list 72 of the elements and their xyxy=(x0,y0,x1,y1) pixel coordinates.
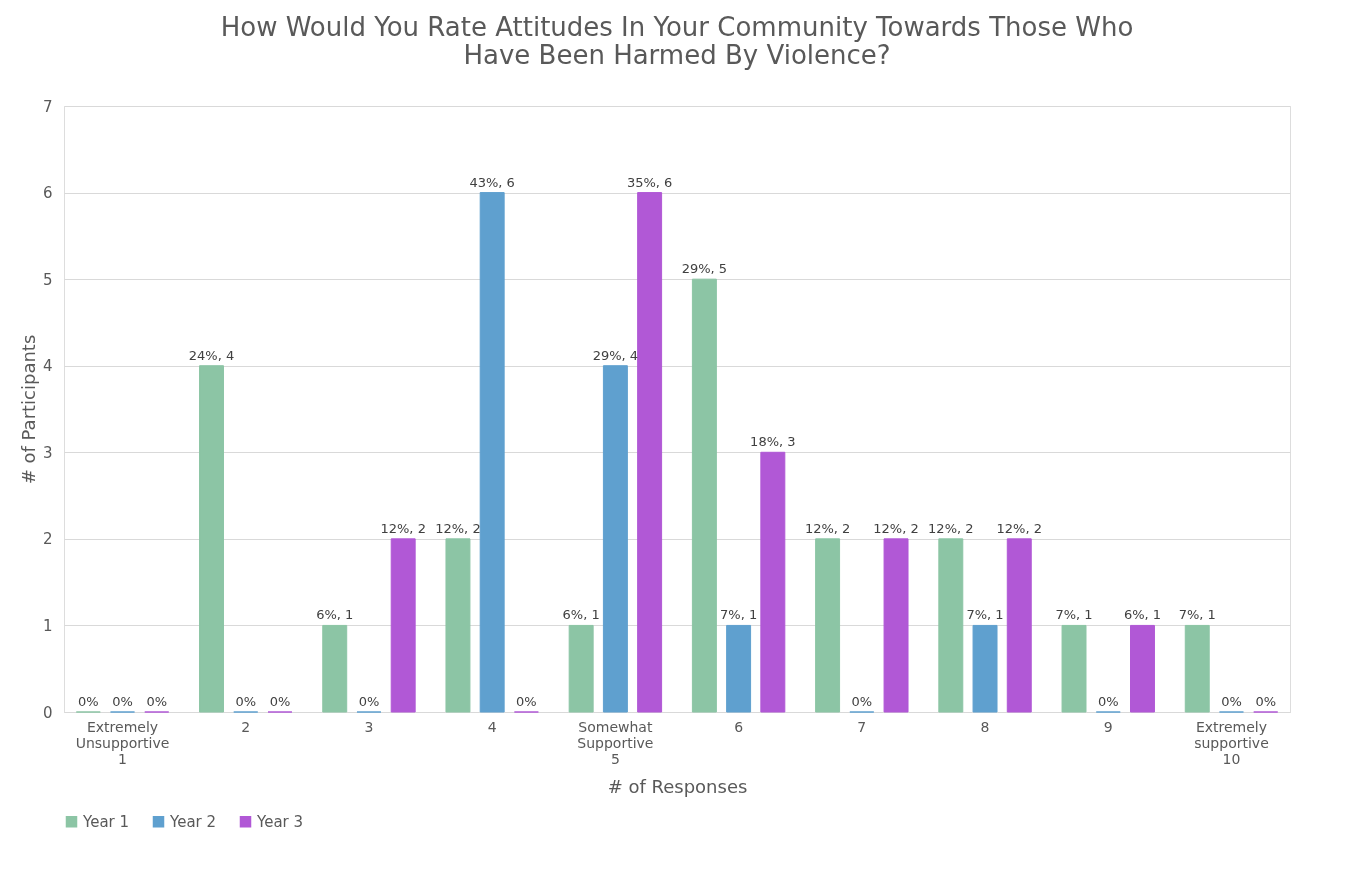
y-axis-title: # of Participants xyxy=(17,334,39,485)
data-label: 0% xyxy=(235,694,257,709)
x-tick-label: 7 xyxy=(857,718,867,735)
data-label: 7%, 1 xyxy=(1055,607,1093,623)
data-label: 35%, 6 xyxy=(626,174,673,190)
y-tick-label: 7 xyxy=(42,97,53,116)
bar xyxy=(445,538,471,713)
bar xyxy=(1061,624,1087,713)
bar xyxy=(390,538,416,713)
bar xyxy=(760,451,786,713)
y-tick-label: 3 xyxy=(42,443,53,462)
data-label: 0% xyxy=(269,694,291,709)
data-label: 12%, 2 xyxy=(996,520,1042,536)
bar xyxy=(883,538,909,713)
y-tick-label: 0 xyxy=(42,703,53,722)
bar xyxy=(1184,624,1210,713)
x-tick-label: Extremely Unsupportive 1 xyxy=(75,718,170,767)
y-tick-label: 2 xyxy=(42,530,53,549)
data-label: 0% xyxy=(77,694,99,709)
data-label: 12%, 2 xyxy=(873,520,919,536)
y-tick-label: 4 xyxy=(42,357,53,376)
bar xyxy=(972,624,998,713)
bar xyxy=(602,365,628,713)
x-tick-label: 4 xyxy=(487,718,497,735)
data-label: 0% xyxy=(1221,694,1242,709)
data-label: 29%, 5 xyxy=(681,261,728,277)
bar xyxy=(691,278,717,713)
x-tick-label: Somewhat Supportive 5 xyxy=(577,718,654,767)
data-label: 7%, 1 xyxy=(1178,607,1216,623)
y-tick-label: 1 xyxy=(42,616,53,635)
data-label: 7%, 1 xyxy=(720,607,758,623)
data-label: 0% xyxy=(1255,694,1277,709)
data-label: 0% xyxy=(146,694,168,709)
data-label: 0% xyxy=(112,694,133,709)
data-label: 12%, 2 xyxy=(928,520,974,536)
data-label: 6%, 1 xyxy=(562,607,600,623)
bar xyxy=(568,624,594,713)
legend-label: Year 3 xyxy=(256,812,304,831)
bar xyxy=(815,538,841,713)
data-label: 0% xyxy=(358,694,380,709)
data-label: 0% xyxy=(1097,694,1119,709)
data-label: 12%, 2 xyxy=(435,520,481,536)
x-tick-label: 2 xyxy=(241,718,251,735)
bar xyxy=(322,624,348,713)
x-tick-label: 6 xyxy=(734,718,744,735)
y-tick-label: 5 xyxy=(42,270,53,289)
data-label: 18%, 3 xyxy=(750,434,796,450)
bar xyxy=(726,624,752,713)
data-label: 12%, 2 xyxy=(804,520,851,536)
text: How Would You Rate Attitudes In Your Community Towards Those Who xyxy=(220,12,1134,42)
data-label: 7%, 1 xyxy=(966,607,1004,623)
legend-label: Year 1 xyxy=(82,812,130,831)
data-label: 12%, 2 xyxy=(380,520,426,536)
bar xyxy=(199,365,224,713)
data-label: 0% xyxy=(851,694,873,709)
x-tick-label: Extremely supportive 10 xyxy=(1194,718,1269,767)
y-tick-label: 6 xyxy=(42,184,53,203)
x-tick-label: 9 xyxy=(1103,718,1113,735)
legend-label: Year 2 xyxy=(169,812,217,831)
bar xyxy=(1130,624,1155,713)
data-label: 6%, 1 xyxy=(1123,607,1162,623)
bar xyxy=(637,192,663,713)
data-label: 24%, 4 xyxy=(188,347,235,363)
x-tick-label: 3 xyxy=(364,718,374,735)
x-tick-label: 8 xyxy=(980,718,990,735)
data-label: 6%, 1 xyxy=(316,607,354,623)
bar xyxy=(479,192,505,713)
data-label: 43%, 6 xyxy=(469,174,515,190)
x-axis-title: # of Responses xyxy=(607,775,748,797)
bar xyxy=(938,538,964,713)
bar xyxy=(1006,538,1032,713)
data-label: 0% xyxy=(516,694,537,709)
